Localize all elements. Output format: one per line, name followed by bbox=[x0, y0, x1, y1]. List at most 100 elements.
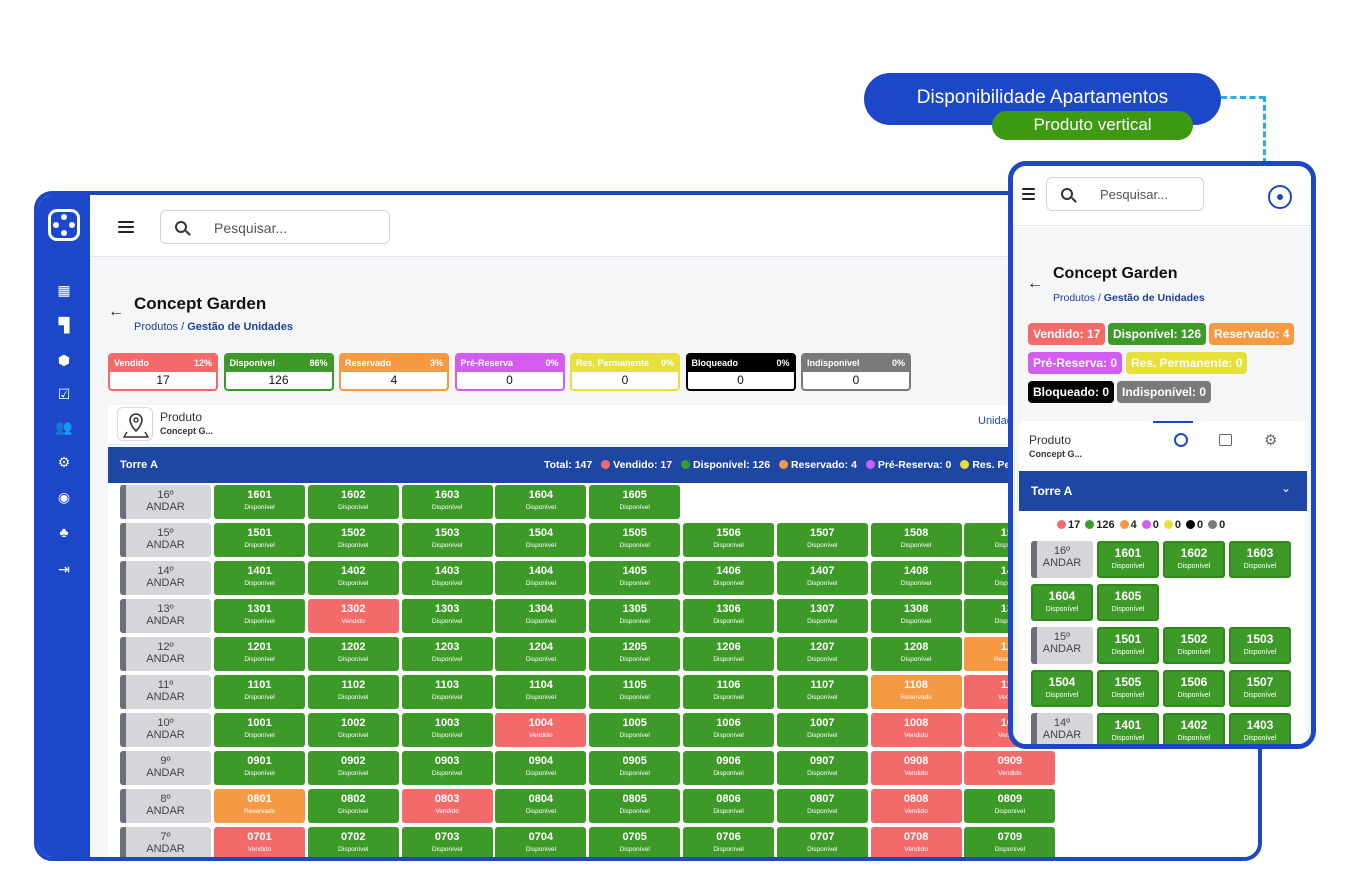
unit-cell[interactable]: 1208 Disponível bbox=[870, 637, 962, 671]
tab-unidades[interactable]: Unidad bbox=[978, 415, 1013, 427]
breadcrumb-root[interactable]: Produtos bbox=[134, 321, 179, 333]
mobile-unit-cell[interactable]: 1503 Disponível bbox=[1229, 627, 1291, 664]
unit-cell[interactable]: 1404 Disponível bbox=[495, 561, 587, 595]
checklist-icon[interactable]: ☑ bbox=[57, 386, 71, 402]
unit-cell[interactable]: 1004 Vendido bbox=[495, 713, 587, 747]
unit-cell[interactable]: 1303 Disponível bbox=[401, 599, 493, 633]
unit-cell[interactable]: 1106 Disponível bbox=[683, 675, 774, 709]
menu-icon[interactable] bbox=[1022, 188, 1035, 200]
unit-cell[interactable]: 1403 Disponível bbox=[401, 561, 493, 595]
gear-icon[interactable]: ⚙ bbox=[57, 454, 71, 470]
back-arrow-icon[interactable]: ← bbox=[1027, 275, 1043, 292]
unit-cell[interactable]: 1202 Disponível bbox=[307, 637, 399, 671]
unit-cell[interactable]: 1101 Disponível bbox=[214, 675, 305, 709]
unit-cell[interactable]: 1605 Disponível bbox=[589, 485, 681, 519]
stat-card-bloqueado[interactable]: Bloqueado 0% 0 bbox=[685, 353, 796, 391]
mobile-badge-indisponivel[interactable]: Indisponível: 0 bbox=[1117, 381, 1212, 403]
mobile-unit-cell[interactable]: 1402 Disponível bbox=[1163, 713, 1225, 744]
unit-cell[interactable]: 1305 Disponível bbox=[589, 599, 681, 633]
unit-cell[interactable]: 0709 Disponível bbox=[964, 827, 1056, 857]
mobile-badge-vendido[interactable]: Vendido: 17 bbox=[1028, 323, 1106, 345]
unit-cell[interactable]: 0707 Disponível bbox=[776, 827, 868, 857]
grid-tab-icon[interactable] bbox=[1219, 434, 1232, 446]
unit-cell[interactable]: 1203 Disponível bbox=[401, 637, 493, 671]
cube-icon[interactable]: ⬢ bbox=[57, 352, 71, 368]
unit-cell[interactable]: 1408 Disponível bbox=[870, 561, 962, 595]
mobile-unit-cell[interactable]: 1403 Disponível bbox=[1229, 713, 1291, 744]
unit-cell[interactable]: 0908 Vendido bbox=[870, 751, 962, 785]
unit-cell[interactable]: 1405 Disponível bbox=[589, 561, 681, 595]
unit-cell[interactable]: 1401 Disponível bbox=[214, 561, 305, 595]
search-input[interactable]: Pesquisar... bbox=[160, 210, 390, 244]
logout-icon[interactable]: ⇥ bbox=[58, 561, 70, 577]
unit-cell[interactable]: 0802 Disponível bbox=[307, 789, 399, 823]
back-arrow-icon[interactable]: ← bbox=[108, 303, 124, 320]
unit-cell[interactable]: 1601 Disponível bbox=[214, 485, 305, 519]
mobile-unit-cell[interactable]: 1605 Disponível bbox=[1097, 584, 1159, 621]
mobile-unit-cell[interactable]: 1401 Disponível bbox=[1097, 713, 1159, 744]
stat-card-indisponivel[interactable]: Indisponível 0% 0 bbox=[801, 353, 911, 391]
mobile-unit-cell[interactable]: 1502 Disponível bbox=[1163, 627, 1225, 664]
unit-cell[interactable]: 0807 Disponível bbox=[776, 789, 868, 823]
unit-cell[interactable]: 0803 Vendido bbox=[401, 789, 493, 823]
mobile-badge-bloqueado[interactable]: Bloqueado: 0 bbox=[1028, 381, 1115, 403]
unit-cell[interactable]: 1301 Disponível bbox=[214, 599, 305, 633]
unit-cell[interactable]: 0704 Disponível bbox=[495, 827, 587, 857]
stat-card-pre-reserva[interactable]: Pré-Reserva 0% 0 bbox=[454, 353, 565, 391]
unit-cell[interactable]: 1307 Disponível bbox=[776, 599, 868, 633]
mobile-badge-res-permanente[interactable]: Res. Permanente: 0 bbox=[1126, 352, 1248, 374]
mobile-unit-cell[interactable]: 1501 Disponível bbox=[1097, 627, 1159, 664]
unit-cell[interactable]: 1501 Disponível bbox=[214, 523, 305, 557]
unit-cell[interactable]: 0902 Disponível bbox=[307, 751, 399, 785]
unit-cell[interactable]: 1108 Reservado bbox=[870, 675, 962, 709]
stat-card-vendido[interactable]: Vendido 12% 17 bbox=[108, 353, 218, 391]
kanban-icon[interactable]: ▜ bbox=[58, 317, 70, 333]
unit-cell[interactable]: 1205 Disponível bbox=[589, 637, 681, 671]
map-pin-tab-icon[interactable] bbox=[1174, 433, 1188, 447]
unit-cell[interactable]: 0905 Disponível bbox=[589, 751, 681, 785]
unit-cell[interactable]: 1102 Disponível bbox=[307, 675, 399, 709]
unit-cell[interactable]: 1402 Disponível bbox=[307, 561, 399, 595]
breadcrumb-root[interactable]: Produtos bbox=[1053, 292, 1096, 304]
users-icon[interactable]: 👥 bbox=[55, 419, 73, 435]
app-logo-icon[interactable] bbox=[1268, 185, 1292, 209]
unit-cell[interactable]: 0702 Disponível bbox=[307, 827, 399, 857]
mobile-unit-cell[interactable]: 1507 Disponível bbox=[1229, 670, 1291, 707]
unit-cell[interactable]: 0907 Disponível bbox=[776, 751, 868, 785]
app-logo-icon[interactable] bbox=[48, 209, 80, 241]
unit-cell[interactable]: 1308 Disponível bbox=[870, 599, 962, 633]
unit-cell[interactable]: 1003 Disponível bbox=[401, 713, 493, 747]
unit-cell[interactable]: 1504 Disponível bbox=[495, 523, 587, 557]
mobile-unit-cell[interactable]: 1601 Disponível bbox=[1097, 541, 1159, 578]
unit-cell[interactable]: 1204 Disponível bbox=[495, 637, 587, 671]
unit-cell[interactable]: 1306 Disponível bbox=[683, 599, 774, 633]
unit-cell[interactable]: 0904 Disponível bbox=[495, 751, 587, 785]
unit-cell[interactable]: 1603 Disponível bbox=[401, 485, 493, 519]
unit-cell[interactable]: 0805 Disponível bbox=[589, 789, 681, 823]
unit-cell[interactable]: 0708 Vendido bbox=[870, 827, 962, 857]
dashboard-icon[interactable]: ▦ bbox=[57, 282, 71, 298]
unit-cell[interactable]: 1302 Vendido bbox=[307, 599, 399, 633]
unit-cell[interactable]: 1207 Disponível bbox=[776, 637, 868, 671]
unit-cell[interactable]: 1206 Disponível bbox=[683, 637, 774, 671]
mobile-badge-reservado[interactable]: Reservado: 4 bbox=[1209, 323, 1295, 345]
coins-icon[interactable]: ◉ bbox=[57, 489, 71, 505]
unit-cell[interactable]: 1201 Disponível bbox=[214, 637, 305, 671]
unit-cell[interactable]: 1107 Disponível bbox=[776, 675, 868, 709]
unit-cell[interactable]: 0701 Vendido bbox=[214, 827, 305, 857]
unit-cell[interactable]: 1104 Disponível bbox=[495, 675, 587, 709]
stat-card-res-permanente[interactable]: Res. Permanente 0% 0 bbox=[570, 353, 680, 391]
unit-cell[interactable]: 1304 Disponível bbox=[495, 599, 587, 633]
mobile-badge-pre-reserva[interactable]: Pré-Reserva: 0 bbox=[1028, 352, 1123, 374]
tree-icon[interactable]: ♣ bbox=[59, 524, 69, 540]
unit-cell[interactable]: 1503 Disponível bbox=[401, 523, 493, 557]
unit-cell[interactable]: 1105 Disponível bbox=[589, 675, 681, 709]
unit-cell[interactable]: 1002 Disponível bbox=[307, 713, 399, 747]
unit-cell[interactable]: 1502 Disponível bbox=[307, 523, 399, 557]
unit-cell[interactable]: 1508 Disponível bbox=[870, 523, 962, 557]
unit-cell[interactable]: 1001 Disponível bbox=[214, 713, 305, 747]
mobile-unit-cell[interactable]: 1603 Disponível bbox=[1229, 541, 1291, 578]
unit-cell[interactable]: 1407 Disponível bbox=[776, 561, 868, 595]
mobile-unit-cell[interactable]: 1604 Disponível bbox=[1031, 584, 1093, 621]
unit-cell[interactable]: 0705 Disponível bbox=[589, 827, 681, 857]
